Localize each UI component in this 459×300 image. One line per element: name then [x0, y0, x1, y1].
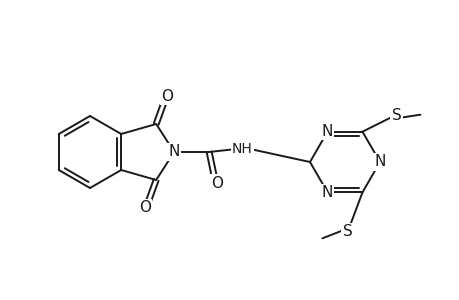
- Text: S: S: [342, 224, 352, 239]
- Text: N: N: [321, 185, 332, 200]
- Text: O: O: [161, 88, 173, 104]
- Text: S: S: [391, 108, 401, 123]
- Text: N: N: [168, 145, 179, 160]
- Text: O: O: [211, 176, 223, 190]
- Text: NH: NH: [231, 142, 252, 156]
- Text: N: N: [321, 124, 332, 139]
- Text: N: N: [374, 154, 385, 169]
- Text: O: O: [139, 200, 151, 215]
